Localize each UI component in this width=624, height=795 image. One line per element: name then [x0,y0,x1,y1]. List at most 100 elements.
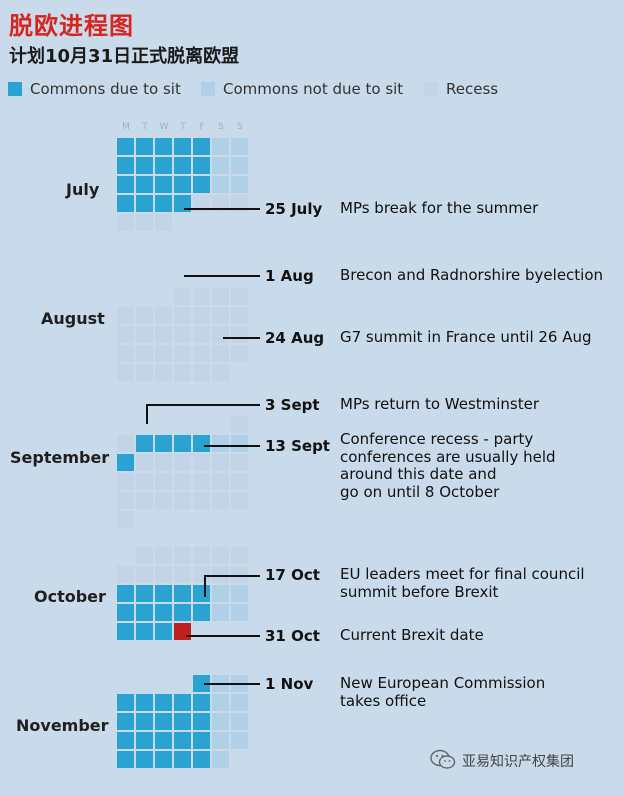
leader-line-1-nov [204,683,260,685]
leader-line-31-oct [186,635,260,637]
day-cell-july-3 [155,138,172,155]
leader-line-3-sept-drop [146,404,148,424]
day-cell-july-16 [136,176,153,193]
day-cell-july-24 [155,195,172,212]
day-cell-august-9 [193,307,210,324]
day-cell-september-26 [174,492,191,509]
day-cell-july-19 [193,176,210,193]
day-cell-august-4 [231,288,248,305]
day-cell-november-5 [136,694,153,711]
leader-line-17-oct [204,575,260,577]
day-cell-october-5 [212,547,229,564]
day-cell-november-8 [193,694,210,711]
day-cell-august-8 [174,307,191,324]
day-cell-july-30 [136,214,153,231]
day-cell-august-28 [155,364,172,381]
day-cell-september-29 [231,492,248,509]
page-title: 脱欧进程图 [9,12,134,40]
leader-line-25-july [184,208,260,210]
legend-swatch-not-sitting [201,82,215,96]
day-cell-october-15 [136,585,153,602]
day-cell-september-3 [136,435,153,452]
day-cell-october-24 [174,604,191,621]
day-cell-july-6 [212,138,229,155]
date-label-24-aug: 24 Aug [265,329,325,347]
legend-label-recess: Recess [446,80,499,98]
legend-label-sitting: Commons due to sit [30,80,181,98]
date-label-25-july: 25 July [265,200,323,218]
day-cell-july-15 [117,176,134,193]
day-cell-july-10 [155,157,172,174]
day-cell-november-4 [117,694,134,711]
day-cell-august-11 [231,307,248,324]
day-cell-october-16 [155,585,172,602]
month-label-july: July [66,180,100,199]
day-cell-october-12 [212,566,229,583]
day-cell-july-5 [193,138,210,155]
event-text-31-oct: Current Brexit date [340,626,484,644]
weekday-mon: M [122,122,130,132]
day-cell-august-27 [136,364,153,381]
day-cell-november-25 [117,751,134,768]
day-cell-november-12 [136,713,153,730]
date-label-1-nov: 1 Nov [265,675,314,693]
day-cell-august-31 [212,364,229,381]
day-cell-july-12 [193,157,210,174]
leader-line-3-sept [146,404,260,406]
day-cell-october-23 [155,604,172,621]
day-cell-october-3 [174,547,191,564]
leader-line-13-sept [204,445,260,447]
day-cell-october-17 [174,585,191,602]
day-cell-july-14 [231,157,248,174]
day-cell-november-24 [231,732,248,749]
day-cell-october-25 [193,604,210,621]
day-cell-september-17 [136,473,153,490]
legend-swatch-recess [424,82,438,96]
day-cell-november-23 [212,732,229,749]
day-cell-november-15 [193,713,210,730]
day-cell-august-29 [174,364,191,381]
day-cell-october-7 [117,566,134,583]
day-cell-october-29 [136,623,153,640]
day-cell-september-9 [117,454,134,471]
day-cell-august-18 [231,326,248,343]
day-cell-august-12 [117,326,134,343]
day-cell-september-10 [136,454,153,471]
weekday-fri: F [199,122,205,132]
day-cell-july-26 [193,195,210,212]
day-cell-september-21 [212,473,229,490]
day-cell-september-5 [174,435,191,452]
day-cell-october-28 [117,623,134,640]
day-cell-november-26 [136,751,153,768]
leader-line-17-oct-drop [204,575,206,597]
day-cell-october-2 [155,547,172,564]
day-cell-september-12 [174,454,191,471]
day-cell-october-20 [231,585,248,602]
day-cell-august-2 [193,288,210,305]
day-cell-november-29 [193,751,210,768]
day-cell-november-6 [155,694,172,711]
day-cell-august-17 [212,326,229,343]
day-cell-october-27 [231,604,248,621]
day-cell-july-27 [212,195,229,212]
day-cell-august-16 [193,326,210,343]
weekday-sat: S [218,122,224,132]
day-cell-july-20 [212,176,229,193]
date-label-13-sept: 13 Sept [265,437,330,455]
day-cell-september-27 [193,492,210,509]
wechat-icon [430,749,456,769]
day-cell-october-26 [212,604,229,621]
weekday-sun: S [237,122,243,132]
day-cell-july-23 [136,195,153,212]
day-cell-october-13 [231,566,248,583]
day-cell-august-21 [155,345,172,362]
event-text-13-sept: Conference recess - party conferences ar… [340,430,556,501]
day-cell-november-17 [231,713,248,730]
day-cell-july-13 [212,157,229,174]
day-cell-november-1 [193,675,210,692]
day-cell-october-18 [193,585,210,602]
leader-line-1-aug [184,275,260,277]
day-cell-september-20 [193,473,210,490]
day-cell-july-2 [136,138,153,155]
legend-swatch-sitting [8,82,22,96]
